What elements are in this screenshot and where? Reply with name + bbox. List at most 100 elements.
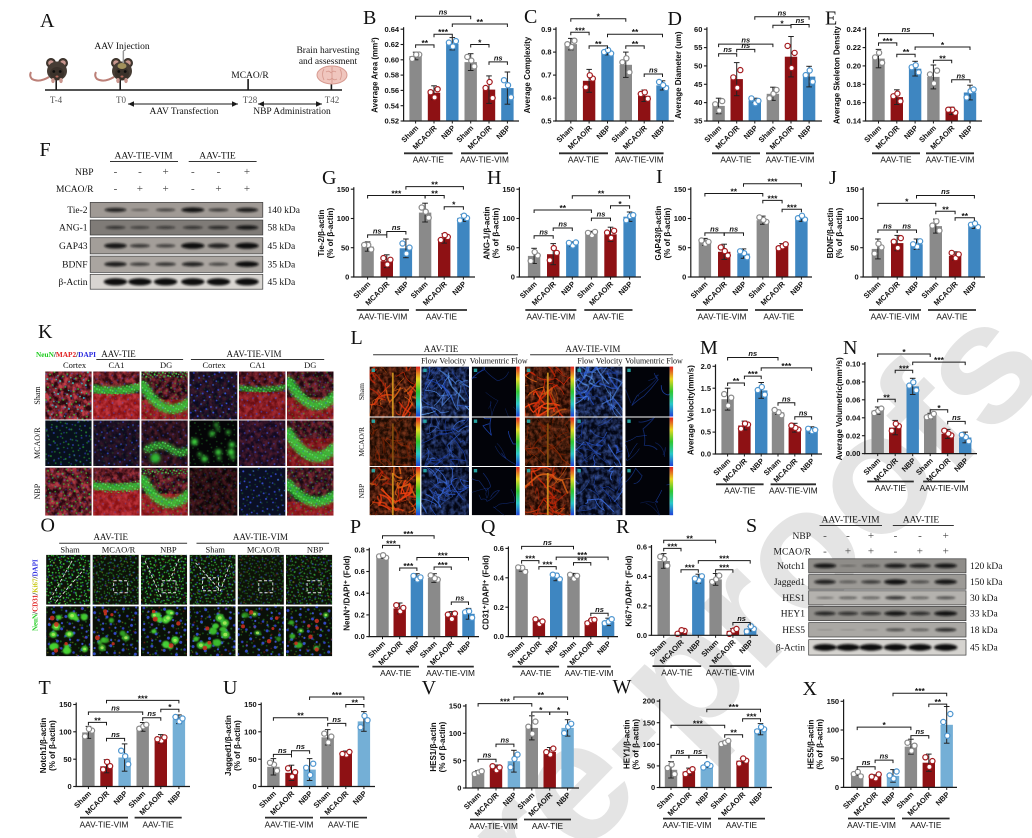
svg-text:**: ** — [942, 204, 949, 214]
svg-text:Flow Velocity: Flow Velocity — [577, 357, 622, 366]
svg-text:*: * — [902, 347, 906, 357]
svg-text:200: 200 — [643, 697, 656, 706]
svg-text:ns: ns — [597, 210, 606, 219]
svg-text:***: *** — [138, 693, 149, 703]
svg-text:and assessment: and assessment — [299, 57, 358, 67]
svg-text:(% of β-actin): (% of β-actin) — [233, 720, 242, 771]
svg-text:2.0: 2.0 — [701, 362, 711, 371]
svg-text:(% of β-actin): (% of β-actin) — [491, 207, 500, 258]
svg-text:0.9: 0.9 — [541, 25, 551, 34]
svg-text:J: J — [829, 167, 837, 189]
svg-text:AAV-TIE: AAV-TIE — [910, 820, 942, 830]
svg-text:0.8: 0.8 — [354, 545, 364, 554]
svg-text:AAV-TIE: AAV-TIE — [142, 820, 174, 830]
svg-text:50: 50 — [453, 756, 461, 765]
svg-text:0.16: 0.16 — [846, 98, 861, 107]
svg-text:*: * — [557, 705, 561, 715]
svg-text:1.0: 1.0 — [701, 406, 711, 415]
svg-text:NBP: NBP — [307, 545, 324, 555]
svg-text:H: H — [487, 167, 501, 189]
svg-text:0: 0 — [345, 273, 349, 282]
svg-text:-: - — [114, 183, 118, 195]
svg-text:150: 150 — [502, 185, 515, 194]
svg-text:Tie-2: Tie-2 — [67, 206, 87, 216]
svg-text:ns: ns — [296, 742, 305, 751]
svg-text:β-Actin: β-Actin — [58, 278, 87, 288]
svg-text:0.0: 0.0 — [637, 631, 647, 640]
svg-text:-: - — [191, 166, 195, 178]
svg-text:***: *** — [915, 686, 926, 696]
svg-text:ns: ns — [741, 36, 750, 45]
svg-text:100: 100 — [674, 214, 687, 223]
svg-text:NBP: NBP — [160, 545, 177, 555]
svg-text:AAV-TIE-VIM: AAV-TIE-VIM — [265, 820, 314, 830]
svg-text:MCAO/R: MCAO/R — [56, 185, 94, 195]
svg-text:ns: ns — [916, 727, 925, 736]
svg-text:100: 100 — [337, 214, 350, 223]
svg-text:***: *** — [577, 550, 588, 560]
svg-text:***: *** — [781, 361, 792, 371]
svg-text:+: + — [244, 166, 250, 178]
svg-text:β-Actin: β-Actin — [776, 644, 805, 654]
svg-text:HES5: HES5 — [782, 626, 805, 636]
svg-text:G: G — [322, 167, 336, 189]
svg-text:AAV-TIE-VIM: AAV-TIE-VIM — [233, 532, 288, 542]
svg-text:150: 150 — [337, 185, 350, 194]
svg-text:***: *** — [693, 718, 704, 728]
svg-text:45 kDa: 45 kDa — [268, 242, 296, 252]
svg-text:+: + — [868, 530, 874, 542]
svg-text:ns: ns — [778, 8, 787, 17]
svg-text:AAV-TIE-VIM: AAV-TIE-VIM — [769, 486, 818, 496]
svg-text:C: C — [524, 6, 537, 28]
svg-text:*: * — [452, 200, 456, 210]
svg-text:50: 50 — [694, 62, 702, 71]
svg-text:***: *** — [747, 712, 758, 722]
svg-text:+: + — [943, 530, 949, 542]
svg-text:***: *** — [748, 369, 759, 379]
svg-text:**: ** — [595, 39, 602, 49]
svg-text:0: 0 — [253, 782, 257, 791]
svg-text:ns: ns — [539, 227, 548, 236]
svg-text:MCAO/R: MCAO/R — [33, 427, 42, 459]
svg-text:Average Complexity: Average Complexity — [523, 36, 532, 113]
svg-text:150: 150 — [674, 185, 687, 194]
svg-text:ns: ns — [501, 736, 510, 745]
svg-text:AAV-TIE: AAV-TIE — [936, 312, 968, 322]
svg-text:**: ** — [939, 53, 946, 63]
svg-text:(% of β-actin): (% of β-actin) — [835, 207, 844, 258]
svg-text:Sham: Sham — [357, 383, 366, 400]
svg-text:0.0: 0.0 — [493, 632, 503, 641]
svg-text:0.60: 0.60 — [384, 55, 399, 64]
svg-text:ns: ns — [883, 222, 892, 231]
svg-text:0: 0 — [682, 273, 686, 282]
svg-text:(% of β-actin): (% of β-actin) — [438, 721, 447, 772]
svg-text:-: - — [217, 166, 221, 178]
svg-text:ns: ns — [741, 41, 750, 50]
svg-text:0.04: 0.04 — [846, 413, 861, 422]
svg-text:***: *** — [438, 551, 449, 561]
svg-text:150: 150 — [449, 702, 462, 711]
svg-text:100: 100 — [244, 727, 257, 736]
svg-text:S: S — [746, 515, 757, 537]
svg-text:CA1: CA1 — [108, 360, 124, 370]
svg-text:HEY1/β-actin: HEY1/β-actin — [623, 720, 632, 769]
svg-text:-: - — [894, 530, 898, 542]
svg-text:Sham: Sham — [60, 545, 80, 555]
svg-text:AAV-TIE: AAV-TIE — [328, 820, 360, 830]
svg-text:0.0: 0.0 — [354, 632, 364, 641]
svg-text:AAV-TIE: AAV-TIE — [724, 486, 756, 496]
svg-text:-: - — [894, 546, 898, 558]
svg-text:AAV-TIE: AAV-TIE — [199, 152, 236, 162]
svg-text:55: 55 — [694, 43, 702, 52]
svg-text:0.22: 0.22 — [846, 43, 861, 52]
svg-text:AAV-TIE-VIM: AAV-TIE-VIM — [114, 152, 173, 162]
svg-text:+: + — [215, 183, 221, 195]
svg-text:ns: ns — [737, 614, 746, 623]
svg-text:0.10: 0.10 — [846, 360, 861, 369]
svg-text:ns: ns — [147, 709, 156, 718]
svg-text:T: T — [39, 677, 51, 699]
svg-text:Flow Velocity: Flow Velocity — [421, 357, 466, 366]
svg-text:***: *** — [685, 563, 696, 573]
svg-text:NBP: NBP — [793, 532, 811, 542]
svg-text:ns: ns — [748, 349, 757, 358]
